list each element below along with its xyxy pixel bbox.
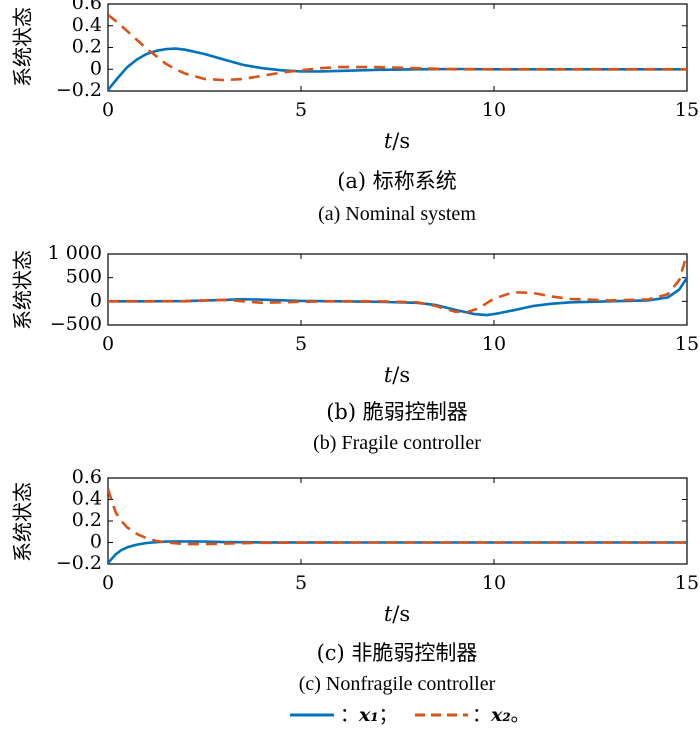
legend: ：x₁； ：x₂。 (290, 704, 530, 726)
caption-en-a: (a) Nominal system (318, 203, 476, 225)
x-tick-label-b-0: 0 (102, 333, 114, 355)
x-tick-label-c-0: 0 (102, 572, 114, 594)
plot-frame-a (107, 3, 688, 92)
y-tick-label-a-2: 0.2 (72, 36, 102, 58)
caption-en-b: (b) Fragile controller (313, 432, 481, 454)
legend-item-x2: ：x₂。 (472, 704, 530, 726)
caption-zh-c: (c) 非脆弱控制器 (317, 641, 478, 665)
legend-item-x1: ：x₁； (340, 704, 398, 726)
x-tick-label-b-2: 10 (482, 333, 506, 355)
x-tick-label-a-1: 5 (295, 99, 307, 121)
y-tick-label-b-3: 1 000 (48, 242, 102, 264)
y-tick-label-c-4: 0.6 (72, 466, 102, 488)
panel-a: 系统状态 0 5 10 15−0.200.20.40.6 t/s (a) 标称系统 (… (11, 0, 700, 225)
x-tick-label-c-1: 5 (295, 572, 307, 594)
caption-zh-b: (b) 脆弱控制器 (326, 400, 468, 424)
panel-c: 系统状态 0 5 10 15−0.200.20.40.6 t/s (c) 非脆弱控制器… (11, 466, 700, 695)
caption-en-c: (c) Nonfragile controller (299, 673, 496, 695)
caption-zh-a: (a) 标称系统 (337, 169, 457, 193)
x-tick-label-a-0: 0 (102, 99, 114, 121)
x-tick-label-c-3: 15 (675, 572, 699, 594)
x-axis-label-c: t/s (384, 602, 410, 626)
plot-area-a: 0 5 10 15−0.200.20.40.6 (56, 0, 699, 121)
y-tick-label-a-1: 0 (90, 57, 102, 79)
x-tick-label-b-3: 15 (675, 333, 699, 355)
y-tick-label-b-0: −500 (50, 313, 102, 335)
x-tick-label-c-2: 10 (482, 572, 506, 594)
series-x1-line-b (108, 276, 687, 317)
y-tick-label-c-3: 0.4 (72, 488, 102, 510)
series-x2-line-a (108, 13, 687, 82)
x-axis-label-b: t/s (384, 363, 410, 387)
y-tick-label-c-2: 0.2 (72, 509, 102, 531)
x-tick-label-a-3: 15 (675, 99, 699, 121)
y-tick-label-c-0: −0.2 (56, 552, 102, 574)
y-axis-label-a: 系统状态 (11, 7, 35, 87)
x-tick-label-a-2: 10 (482, 99, 506, 121)
y-tick-label-b-2: 500 (66, 266, 102, 288)
series-x2-line-b (108, 254, 687, 314)
plot-frame-c (107, 477, 688, 565)
y-tick-label-a-0: −0.2 (56, 79, 102, 101)
y-axis-label-b: 系统状态 (11, 250, 35, 330)
y-axis-label-c: 系统状态 (11, 482, 35, 562)
y-tick-label-a-3: 0.4 (72, 14, 102, 36)
plot-frame-b (107, 253, 688, 326)
plot-area-c: 0 5 10 15−0.200.20.40.6 (56, 466, 699, 594)
x-tick-label-b-1: 5 (295, 333, 307, 355)
series-x2-line-c (108, 488, 687, 546)
x-axis-label-a: t/s (384, 129, 410, 153)
y-tick-label-b-1: 0 (90, 289, 102, 311)
y-tick-label-c-1: 0 (90, 531, 102, 553)
y-tick-label-a-4: 0.6 (72, 0, 102, 14)
